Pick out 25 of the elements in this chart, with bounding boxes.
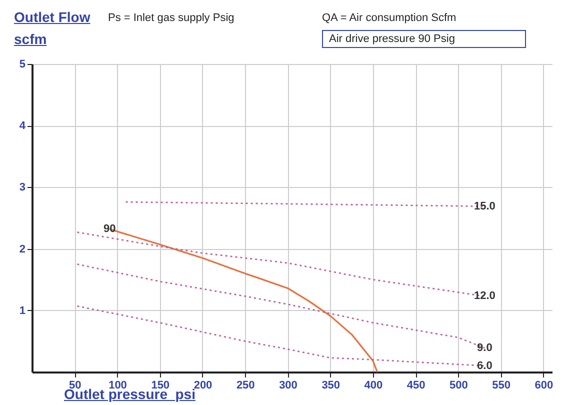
text: QA = Air consumption Scfm — [322, 12, 456, 24]
series-label: 15.0 — [474, 200, 496, 212]
series-label: 9.0 — [477, 342, 492, 354]
y-tick-label: 1 — [19, 304, 26, 317]
text: Air drive pressure 90 Psig — [322, 30, 526, 48]
x-tick-label: 200 — [194, 380, 212, 392]
x-tick-label: 600 — [534, 380, 554, 392]
series-label: 90 — [103, 223, 116, 236]
y-tick-label: 5 — [19, 58, 26, 70]
x-tick-label: 500 — [450, 380, 468, 392]
x-tick-label: 300 — [279, 380, 298, 392]
y-axis-title: Outlet Flow scfm — [14, 8, 92, 49]
x-tick-label: 450 — [406, 380, 426, 392]
y-tick-label: 4 — [19, 120, 26, 132]
x-tick-label: 550 — [492, 380, 511, 392]
x-tick-label: 100 — [108, 380, 127, 392]
x-tick-label: 150 — [151, 380, 170, 392]
y-tick-label: 2 — [19, 243, 26, 256]
x-tick-label: 350 — [322, 380, 340, 392]
x-tick-label: 400 — [364, 380, 383, 392]
text: Ps = Inlet gas supply Psig — [108, 12, 234, 24]
series-label: 6.0 — [477, 360, 492, 372]
series-label: 12.0 — [474, 290, 496, 302]
y-tick-label: 3 — [19, 182, 26, 194]
x-tick-label: 250 — [236, 380, 255, 392]
